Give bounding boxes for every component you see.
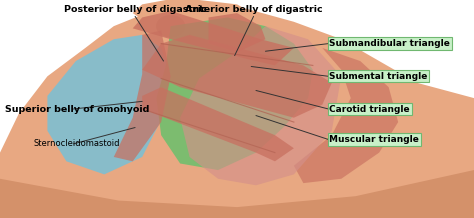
Text: Anterior belly of digastric: Anterior belly of digastric bbox=[185, 5, 322, 14]
Text: Muscular triangle: Muscular triangle bbox=[329, 135, 419, 144]
Polygon shape bbox=[114, 31, 171, 161]
Text: Submandibular triangle: Submandibular triangle bbox=[329, 39, 450, 48]
Polygon shape bbox=[156, 17, 313, 170]
Polygon shape bbox=[294, 48, 398, 183]
Polygon shape bbox=[0, 4, 474, 218]
Text: Submental triangle: Submental triangle bbox=[329, 72, 428, 81]
Text: Superior belly of omohyoid: Superior belly of omohyoid bbox=[5, 104, 149, 114]
Polygon shape bbox=[142, 35, 332, 118]
Text: Posterior belly of digastric: Posterior belly of digastric bbox=[64, 5, 206, 14]
Polygon shape bbox=[209, 13, 265, 52]
Polygon shape bbox=[0, 170, 474, 218]
Polygon shape bbox=[47, 35, 171, 174]
Polygon shape bbox=[180, 26, 341, 185]
Polygon shape bbox=[133, 0, 261, 44]
Text: Carotid triangle: Carotid triangle bbox=[329, 104, 410, 114]
Polygon shape bbox=[133, 11, 294, 65]
Polygon shape bbox=[142, 87, 294, 161]
Text: Sternocleidomastoid: Sternocleidomastoid bbox=[33, 139, 119, 148]
Ellipse shape bbox=[156, 15, 185, 37]
